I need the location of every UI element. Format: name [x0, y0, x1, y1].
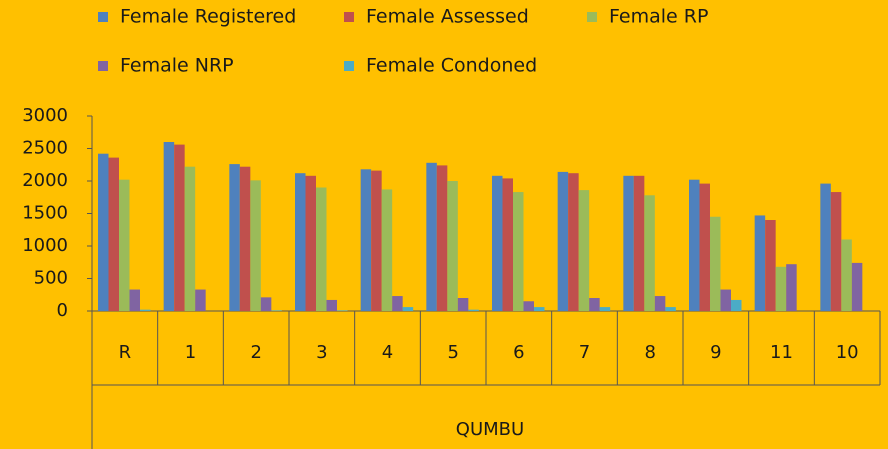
- bar: [841, 239, 852, 311]
- x-tick-label: 1: [185, 342, 196, 363]
- x-tick-label: 2: [250, 342, 261, 363]
- legend-swatch: [98, 61, 108, 71]
- bar: [699, 183, 710, 311]
- bar: [140, 309, 151, 311]
- bar: [174, 144, 185, 311]
- bar: [851, 262, 863, 311]
- bar: [654, 296, 666, 311]
- bar: [402, 307, 414, 311]
- bar: [239, 166, 251, 311]
- bar: [371, 170, 382, 311]
- bar: [568, 173, 579, 311]
- legend-swatch: [344, 12, 354, 22]
- legend-swatch: [344, 61, 354, 71]
- bar: [337, 310, 348, 311]
- x-tick-label: 11: [770, 342, 793, 363]
- bar: [108, 157, 119, 311]
- bar: [557, 171, 569, 311]
- bar: [534, 307, 545, 311]
- bar: [119, 179, 130, 311]
- bar: [426, 162, 437, 311]
- bar: [271, 310, 282, 311]
- bar: [229, 164, 240, 311]
- bar: [360, 169, 372, 311]
- legend-label: Female Condoned: [366, 55, 537, 77]
- x-tick-label: 7: [579, 342, 590, 363]
- bar: [250, 180, 261, 311]
- bar: [381, 189, 393, 311]
- bar: [295, 173, 306, 311]
- x-tick-label: 6: [513, 342, 524, 363]
- bar: [436, 165, 448, 311]
- y-tick-label: 1500: [22, 203, 68, 224]
- bar: [447, 181, 458, 311]
- x-tick-label: 8: [644, 342, 655, 363]
- bar: [820, 183, 831, 311]
- bar: [765, 220, 776, 311]
- x-tick-label: 4: [382, 342, 393, 363]
- legend-label: Female Registered: [120, 6, 296, 28]
- x-tick-label: R: [119, 342, 132, 363]
- bar: [457, 298, 469, 311]
- y-tick-label: 0: [57, 300, 68, 321]
- bar: [754, 215, 766, 311]
- bar: [689, 179, 700, 311]
- bar: [786, 264, 797, 311]
- y-tick-label: 3000: [22, 105, 68, 126]
- legend-label: Female NRP: [120, 55, 234, 77]
- y-tick-label: 500: [34, 268, 68, 289]
- bar: [305, 175, 316, 311]
- bar: [98, 153, 109, 311]
- bar: [633, 175, 645, 311]
- x-tick-label: 5: [447, 342, 458, 363]
- bar: [589, 298, 600, 311]
- bar: [513, 192, 524, 311]
- bar: [163, 142, 175, 311]
- bar: [775, 266, 787, 311]
- x-tick-label: 10: [836, 342, 859, 363]
- bar: [392, 296, 403, 311]
- bar: [665, 307, 676, 311]
- bar: [326, 299, 337, 311]
- bar: [316, 187, 327, 311]
- y-tick-label: 1000: [22, 235, 68, 256]
- bar: [195, 289, 206, 311]
- bar: [830, 192, 842, 311]
- bar: [184, 166, 196, 311]
- bar: [523, 301, 534, 311]
- legend-label: Female Assessed: [366, 6, 529, 28]
- bar: [644, 195, 655, 311]
- legend-label: Female RP: [609, 6, 708, 28]
- bar: [710, 216, 721, 311]
- y-tick-label: 2000: [22, 170, 68, 191]
- bar: [260, 297, 272, 311]
- bar: [731, 299, 742, 311]
- group-label: QUMBU: [456, 419, 524, 440]
- legend-swatch: [98, 12, 108, 22]
- bar: [129, 289, 140, 311]
- bar: [623, 175, 634, 311]
- legend-swatch: [587, 12, 597, 22]
- bar: [502, 178, 513, 311]
- bar: [468, 309, 479, 311]
- bar: [578, 190, 590, 311]
- y-tick-label: 2500: [22, 138, 68, 159]
- x-tick-label: 9: [710, 342, 721, 363]
- bar: [720, 289, 731, 311]
- bar: [599, 307, 611, 311]
- x-tick-label: 3: [316, 342, 327, 363]
- bar: [492, 175, 503, 311]
